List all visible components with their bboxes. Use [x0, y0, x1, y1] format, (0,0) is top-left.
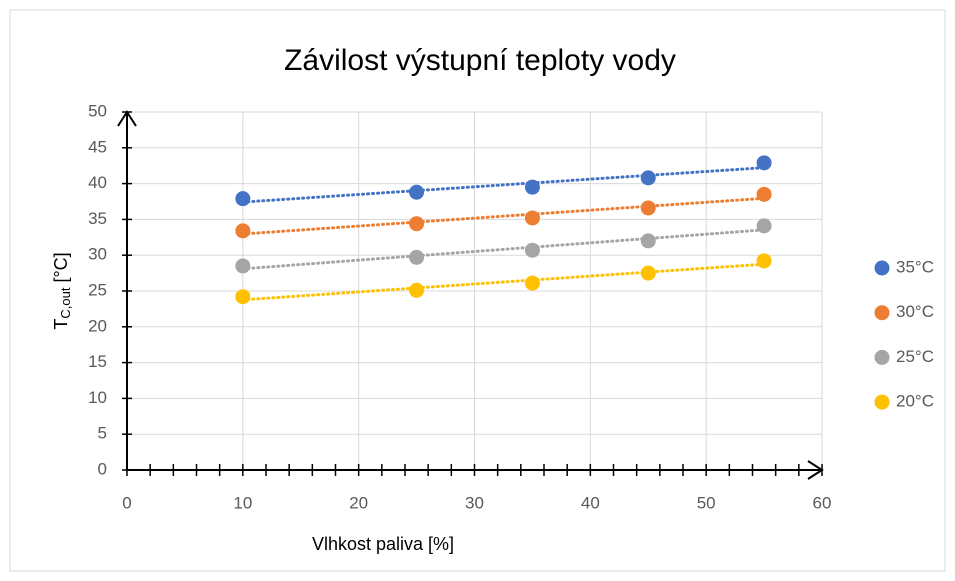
legend-label: 35°C	[896, 257, 934, 276]
point	[524, 242, 540, 258]
point	[235, 223, 251, 239]
y-tick-label: 45	[88, 137, 107, 156]
point	[524, 179, 540, 195]
point	[756, 155, 772, 171]
point	[409, 216, 425, 232]
y-axis-arrow	[117, 110, 137, 127]
x-tick-label: 20	[349, 493, 368, 512]
trendline	[241, 196, 766, 236]
point	[409, 282, 425, 298]
point	[235, 289, 251, 305]
y-tick-label: 0	[98, 459, 107, 478]
x-axis-label: Vlhkost paliva [%]	[312, 534, 454, 554]
legend-marker	[874, 260, 890, 276]
x-tick-label: 40	[581, 493, 600, 512]
y-tick-label: 25	[88, 280, 107, 299]
y-tick-label: 30	[88, 245, 107, 264]
legend-label: 25°C	[896, 347, 934, 366]
point	[524, 275, 540, 291]
y-tick-label: 10	[88, 388, 107, 407]
y-label-main: T	[51, 319, 71, 330]
y-axis-label: TC,out [°C]	[51, 252, 74, 329]
y-tick-label: 20	[88, 316, 107, 335]
x-tick-label: 0	[122, 493, 131, 512]
y-tick-label: 50	[88, 101, 107, 120]
point	[756, 218, 772, 234]
x-tick-label: 50	[697, 493, 716, 512]
x-tick-label: 10	[233, 493, 252, 512]
point	[640, 170, 656, 186]
legend-label: 30°C	[896, 302, 934, 321]
chart-title: Závilost výstupní teploty vody	[284, 44, 676, 77]
trendline	[241, 166, 766, 204]
y-label-unit: [°C]	[51, 252, 71, 287]
point	[640, 200, 656, 216]
trendline	[241, 228, 766, 271]
y-tick-label: 5	[98, 424, 107, 443]
point	[235, 191, 251, 207]
legend-marker	[874, 394, 890, 410]
x-tick-label: 60	[813, 493, 832, 512]
point	[409, 249, 425, 265]
point	[640, 233, 656, 249]
legend-marker	[874, 349, 890, 365]
point	[409, 184, 425, 200]
x-tick-label: 30	[465, 493, 484, 512]
point	[235, 258, 251, 274]
x-axis-arrow	[807, 460, 824, 480]
point	[756, 186, 772, 202]
point	[524, 210, 540, 226]
legend-label: 20°C	[896, 392, 934, 411]
y-tick-label: 35	[88, 209, 107, 228]
y-label-sub: C,out	[58, 287, 73, 318]
point	[640, 265, 656, 281]
y-tick-label: 40	[88, 173, 107, 192]
legend-marker	[874, 305, 890, 321]
y-tick-label: 15	[88, 352, 107, 371]
point	[756, 253, 772, 269]
trendline	[241, 262, 766, 302]
